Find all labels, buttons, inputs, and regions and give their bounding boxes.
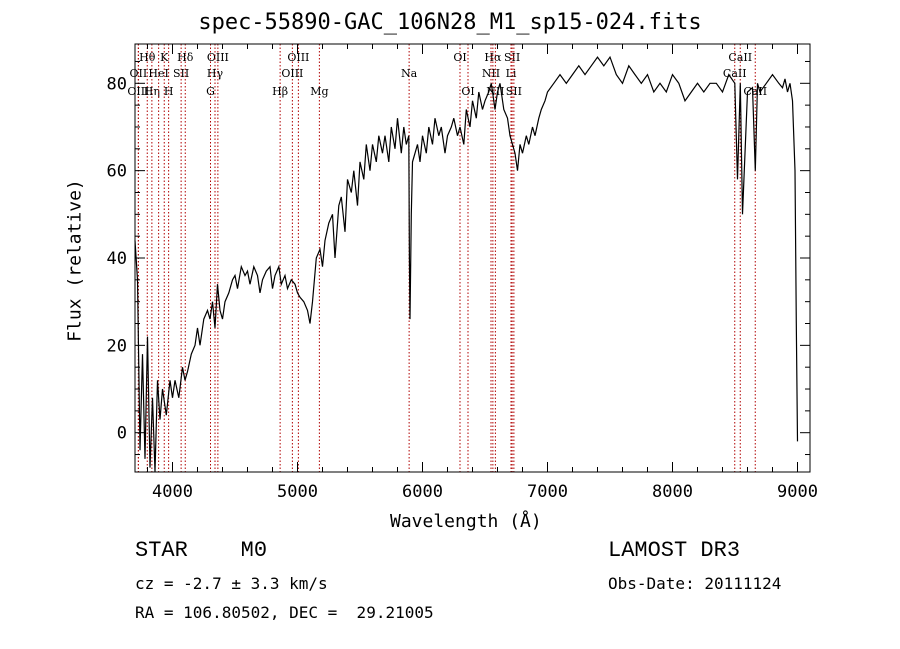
line-label-9: OIII	[207, 51, 229, 64]
line-label-14: OIII	[281, 67, 303, 80]
x-tick-label-5: 9000	[777, 482, 818, 502]
line-label-26: CaII	[723, 67, 747, 80]
line-label-16: Na	[401, 67, 418, 80]
x-tick-label-1: 5000	[277, 482, 318, 502]
line-label-2: OIII	[127, 85, 149, 98]
line-label-22: Li	[506, 67, 517, 80]
y-tick-label-2: 40	[107, 249, 127, 269]
coordinates-text: RA = 106.80502, DEC = 29.21005	[135, 603, 434, 622]
line-label-0: Hθ	[139, 51, 156, 64]
line-label-10: Hγ	[207, 67, 224, 80]
line-label-11: G	[206, 85, 215, 98]
line-label-7: H	[164, 85, 174, 98]
y-tick-label-1: 20	[107, 336, 127, 356]
y-tick-label-0: 0	[117, 424, 127, 444]
x-tick-label-3: 7000	[527, 482, 568, 502]
line-label-25: CaII	[728, 51, 752, 64]
line-label-23: NII	[486, 85, 504, 98]
line-label-8: Hδ	[177, 51, 194, 64]
line-label-12: Hβ	[272, 85, 288, 98]
line-label-19: Hα	[484, 51, 502, 64]
line-label-24: SII	[506, 85, 522, 98]
line-label-6: SII	[173, 67, 189, 80]
x-tick-label-4: 8000	[652, 482, 693, 502]
line-label-20: SII	[504, 51, 520, 64]
redshift-text: cz = -2.7 ± 3.3 km/s	[135, 574, 328, 593]
plot-frame	[134, 43, 811, 473]
line-label-27: CaII	[743, 85, 767, 98]
line-label-13: OIII	[287, 51, 309, 64]
y-axis-label: Flux (relative)	[64, 179, 86, 342]
line-label-17: OI	[453, 51, 466, 64]
line-label-5: HeI	[148, 67, 168, 80]
x-axis-label: Wavelength (Å)	[390, 511, 542, 532]
line-label-15: Mg	[310, 85, 328, 98]
line-label-21: NII	[482, 67, 500, 80]
line-label-18: OI	[461, 85, 474, 98]
chart-title: spec-55890-GAC_106N28_M1_sp15-024.fits	[198, 10, 702, 35]
line-label-3: Hη	[144, 85, 160, 98]
y-tick-label-3: 60	[107, 162, 127, 182]
x-tick-label-2: 6000	[402, 482, 443, 502]
survey-label: LAMOST DR3	[608, 538, 741, 563]
obs-date-text: Obs-Date: 20111124	[608, 574, 782, 593]
classification-line: STAR M0	[135, 538, 267, 563]
spectrum-line	[134, 55, 799, 473]
line-label-4: K	[160, 51, 169, 64]
y-tick-label-4: 80	[107, 74, 127, 94]
x-tick-label-0: 4000	[152, 482, 193, 502]
subclass-label: M0	[240, 538, 268, 563]
class-label: STAR	[135, 538, 188, 563]
